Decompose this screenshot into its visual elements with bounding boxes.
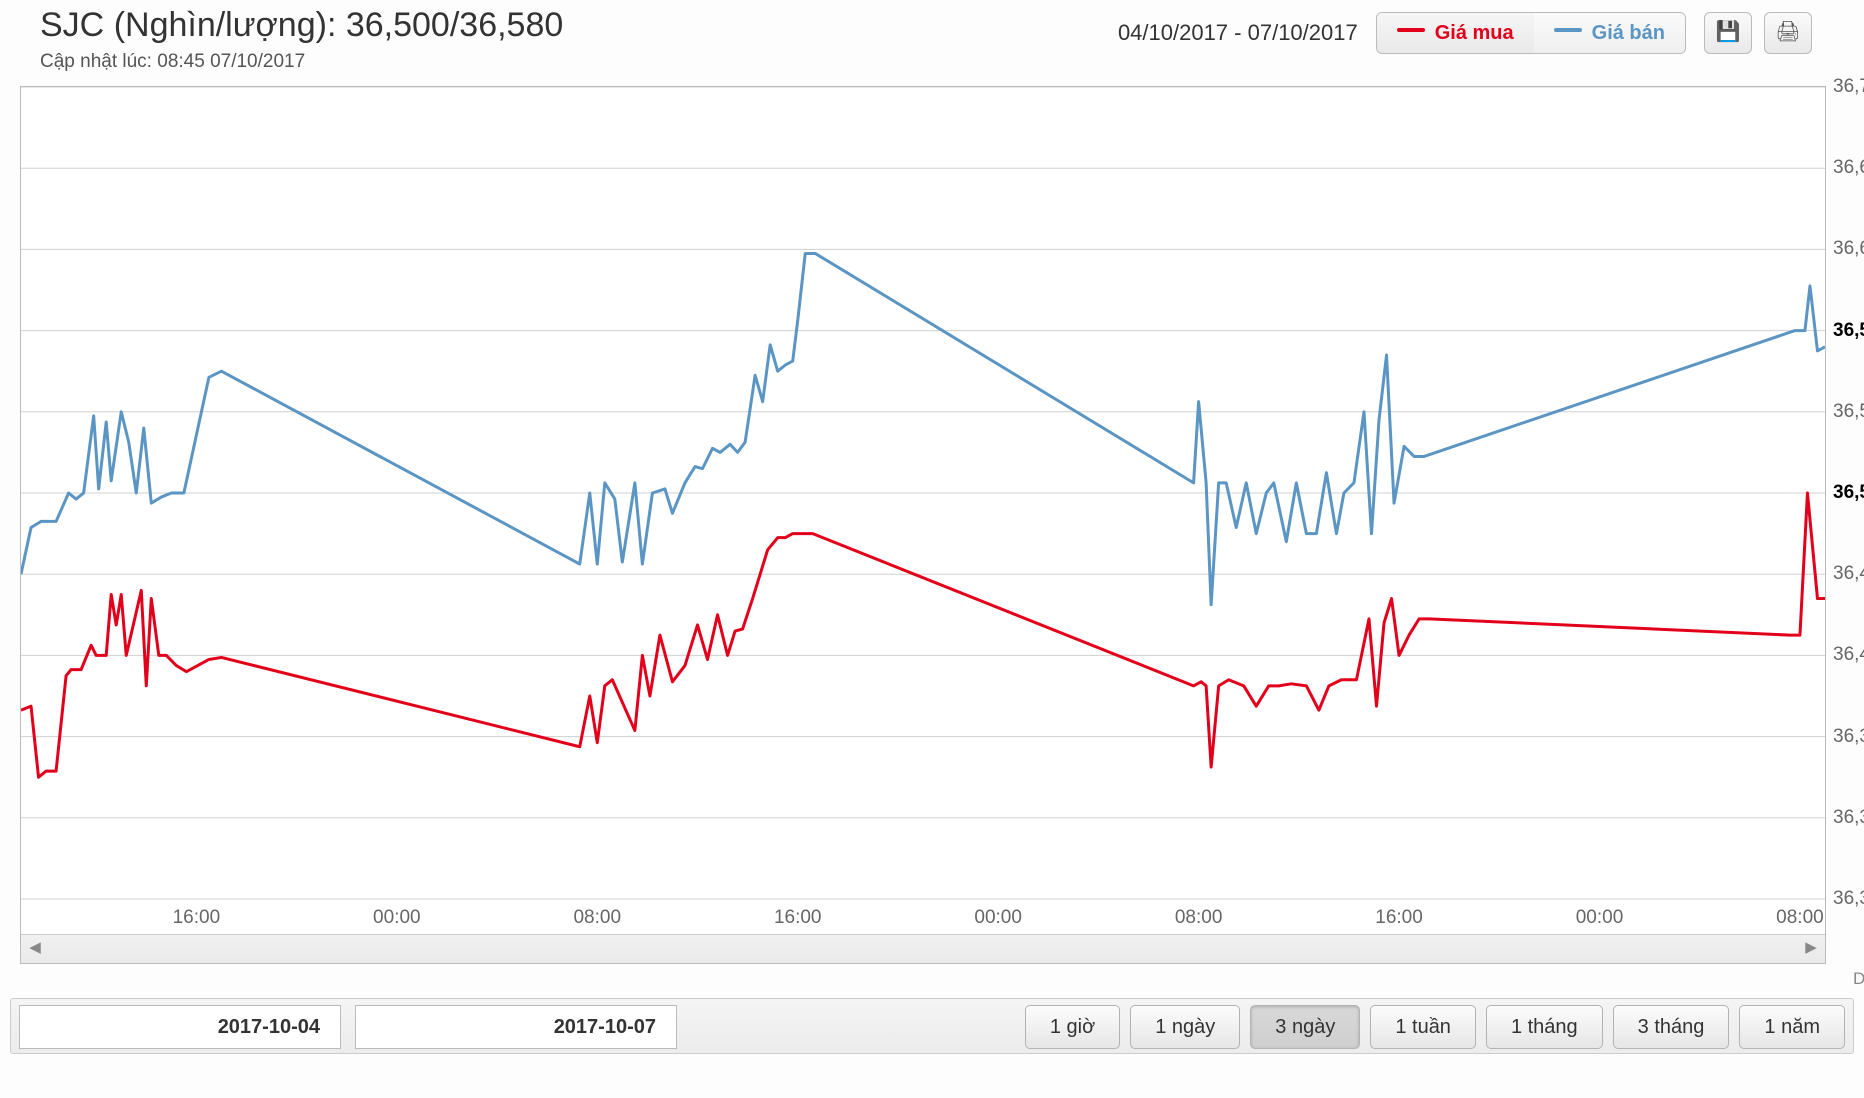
y-tick-label: 36,500 [1833, 482, 1864, 504]
date-from-input[interactable]: 2017-10-04 [19, 1005, 341, 1049]
attribution: Doji.vn [1853, 969, 1864, 989]
print-icon[interactable]: 🖨 [1764, 12, 1812, 54]
y-tick-label: 36,420 [1833, 644, 1864, 666]
period-1-tháng[interactable]: 1 tháng [1486, 1005, 1603, 1049]
y-tick-label: 36,460 [1833, 563, 1864, 585]
unit: (Nghìn/lượng) [114, 6, 327, 44]
x-tick-label: 16:00 [774, 907, 822, 929]
legend-buy[interactable]: Giá mua [1377, 13, 1534, 53]
y-tick-label: 36,700 [1833, 76, 1864, 98]
y-tick-label: 36,380 [1833, 726, 1864, 748]
period-1-năm[interactable]: 1 năm [1739, 1005, 1845, 1049]
y-tick-label: 36,580 [1833, 320, 1864, 342]
y-tick-label: 36,540 [1833, 401, 1864, 423]
x-tick-label: 00:00 [1576, 907, 1624, 929]
date-to-input[interactable]: 2017-10-07 [355, 1005, 677, 1049]
period-3-ngày[interactable]: 3 ngày [1250, 1005, 1360, 1049]
bottom-toolbar: 2017-10-04 2017-10-07 1 giờ1 ngày3 ngày1… [10, 998, 1854, 1054]
scroll-right-icon[interactable]: ▶ [1797, 935, 1825, 963]
chart-scrollbar[interactable]: ◀ ▶ [21, 934, 1825, 963]
legend: Giá mua Giá bán [1376, 12, 1686, 54]
period-1-tuần[interactable]: 1 tuần [1370, 1005, 1476, 1049]
sell-price: 36,580 [459, 6, 563, 44]
x-tick-label: 08:00 [1175, 907, 1223, 929]
x-tick-label: 00:00 [974, 907, 1022, 929]
legend-sell[interactable]: Giá bán [1534, 13, 1685, 53]
x-tick-label: 08:00 [1776, 907, 1824, 929]
update-time: Cập nhật lúc: 08:45 07/10/2017 [40, 51, 1118, 73]
x-tick-label: 00:00 [373, 907, 421, 929]
date-range-label: 04/10/2017 - 07/10/2017 [1118, 20, 1358, 46]
y-tick-label: 36,620 [1833, 238, 1864, 260]
chart-header: SJC (Nghìn/lượng): 36,500/36,580 Cập nhậ… [0, 0, 1864, 86]
legend-buy-swatch [1397, 28, 1425, 32]
scroll-left-icon[interactable]: ◀ [21, 935, 49, 963]
period-1-ngày[interactable]: 1 ngày [1130, 1005, 1240, 1049]
chart-area: 36,30036,34036,38036,42036,46036,50036,5… [20, 86, 1826, 964]
symbol: SJC [40, 6, 104, 44]
period-3-tháng[interactable]: 3 tháng [1613, 1005, 1730, 1049]
x-tick-label: 16:00 [173, 907, 221, 929]
y-tick-label: 36,340 [1833, 807, 1864, 829]
x-tick-label: 08:00 [573, 907, 621, 929]
buy-price: 36,500 [346, 6, 450, 44]
x-tick-label: 16:00 [1375, 907, 1423, 929]
y-tick-label: 36,300 [1833, 888, 1864, 910]
chart-title: SJC (Nghìn/lượng): 36,500/36,580 [40, 6, 1118, 45]
legend-sell-swatch [1554, 28, 1582, 32]
chart-svg [21, 87, 1825, 963]
y-tick-label: 36,660 [1833, 157, 1864, 179]
save-icon[interactable]: 💾 [1704, 12, 1752, 54]
period-1-giờ[interactable]: 1 giờ [1025, 1005, 1120, 1049]
